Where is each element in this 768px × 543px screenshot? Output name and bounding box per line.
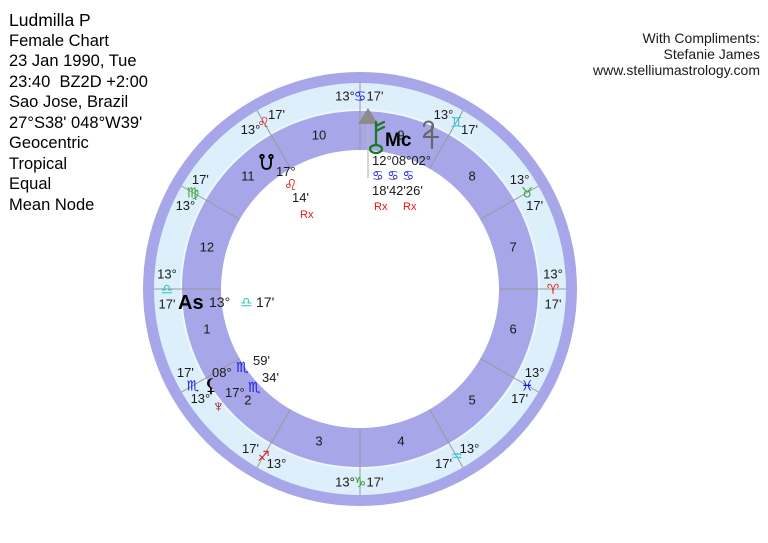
svg-text:17': 17'	[268, 107, 285, 122]
svg-text:9: 9	[397, 127, 404, 142]
svg-text:5: 5	[468, 393, 475, 408]
svg-text:13°: 13°	[335, 89, 355, 104]
svg-text:As: As	[178, 292, 204, 314]
svg-text:7: 7	[509, 239, 516, 254]
svg-text:34': 34'	[262, 370, 279, 385]
svg-text:♎: ♎	[161, 281, 174, 297]
svg-text:17': 17'	[367, 475, 384, 490]
svg-text:17': 17'	[159, 297, 176, 312]
svg-text:♏: ♏	[236, 359, 249, 375]
svg-text:♈: ♈	[547, 281, 560, 297]
svg-text:Rx: Rx	[300, 209, 314, 221]
svg-text:♐: ♐	[257, 448, 270, 464]
svg-text:17°: 17°	[225, 385, 245, 400]
svg-text:♆: ♆	[212, 397, 225, 416]
svg-text:Rx: Rx	[374, 201, 388, 213]
svg-text:Rx: Rx	[403, 201, 417, 213]
svg-text:17': 17'	[461, 122, 478, 137]
svg-text:12: 12	[200, 239, 214, 254]
svg-text:♋: ♋	[354, 88, 367, 104]
svg-text:3: 3	[315, 434, 322, 449]
svg-text:17': 17'	[367, 89, 384, 104]
svg-text:18'42'26': 18'42'26'	[372, 183, 423, 198]
svg-text:♑: ♑	[354, 474, 367, 490]
svg-text:13°: 13°	[157, 267, 177, 282]
svg-text:12°08°02°: 12°08°02°	[372, 153, 431, 168]
svg-text:17': 17'	[435, 456, 452, 471]
svg-text:6: 6	[509, 321, 516, 336]
svg-text:17': 17'	[511, 391, 528, 406]
svg-text:17': 17'	[177, 365, 194, 380]
svg-text:♌: ♌	[284, 177, 297, 194]
svg-text:17': 17'	[242, 441, 259, 456]
svg-text:10: 10	[312, 127, 326, 142]
svg-text:11: 11	[241, 168, 255, 183]
svg-text:17': 17'	[256, 294, 274, 310]
svg-text:♋ ♋ ♋: ♋ ♋ ♋	[372, 168, 414, 183]
svg-text:13°: 13°	[209, 294, 230, 310]
svg-text:17': 17'	[192, 172, 209, 187]
svg-text:59': 59'	[253, 353, 270, 368]
svg-text:2: 2	[244, 393, 251, 408]
svg-text:13°: 13°	[543, 267, 563, 282]
svg-text:13°: 13°	[335, 475, 355, 490]
svg-text:1: 1	[203, 321, 210, 336]
svg-text:♒: ♒	[450, 448, 463, 464]
svg-text:4: 4	[397, 434, 404, 449]
svg-text:08°: 08°	[212, 365, 232, 380]
svg-text:8: 8	[468, 168, 475, 183]
svg-text:♎: ♎	[240, 294, 253, 310]
svg-text:17': 17'	[545, 297, 562, 312]
svg-text:17': 17'	[526, 198, 543, 213]
